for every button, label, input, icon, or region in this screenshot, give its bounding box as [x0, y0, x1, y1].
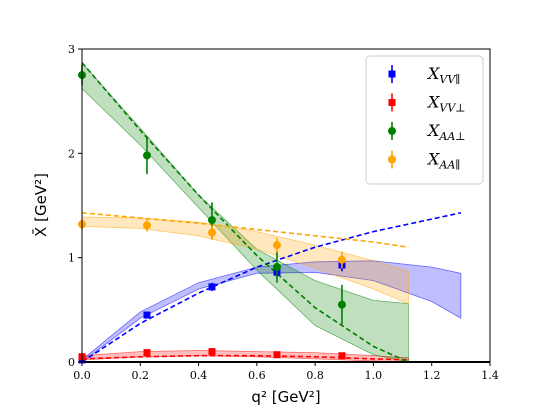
y-tick-label-0: 0 — [68, 356, 75, 369]
legend-label-3: XAA∥ — [426, 150, 460, 172]
legend: XVV∥ XVV⊥ XAA⊥ XAA∥ — [365, 55, 484, 185]
y-tick-label-1: 1 — [68, 252, 75, 265]
band-series-2 — [82, 61, 409, 362]
x-tick-label-3: 0.6 — [248, 369, 266, 382]
y-axis: 0 1 2 3 — [68, 43, 82, 369]
marker-series-3-point-3 — [272, 241, 281, 250]
legend-marker-2 — [388, 127, 396, 135]
x-tick-label-2: 0.4 — [190, 369, 208, 382]
x-tick-label-0: 0.0 — [73, 369, 91, 382]
marker-series-1-point-2 — [208, 348, 216, 356]
x-tick-label-4: 0.8 — [306, 369, 324, 382]
x-tick-label-1: 0.2 — [132, 369, 150, 382]
marker-series-2-point-3 — [272, 263, 281, 272]
plot-frame — [81, 48, 491, 363]
y-tick-label-2: 2 — [68, 147, 75, 160]
x-tick-label-7: 1.4 — [481, 369, 499, 382]
marker-series-1-point-3 — [273, 351, 281, 359]
marker-series-0-point-2 — [208, 283, 216, 291]
legend-label-0: XVV∥ — [426, 64, 460, 86]
fit-line-series-3 — [82, 212, 409, 248]
marker-series-2-point-2 — [207, 216, 216, 225]
legend-label-1: XVV⊥ — [426, 93, 466, 115]
marker-series-3-point-4 — [337, 255, 346, 264]
marker-series-0-point-1 — [143, 311, 151, 319]
fit-line-series-2 — [82, 62, 409, 362]
fit-line-series-1 — [82, 354, 409, 361]
legend-label-2: XAA⊥ — [426, 121, 466, 143]
x-tick-label-5: 1.0 — [365, 369, 383, 382]
marker-series-2-point-1 — [142, 151, 151, 160]
y-axis-label: X̄ [GeV²] — [31, 173, 50, 237]
x-axis: 0.0 0.2 0.4 0.6 0.8 1.0 1.2 1.4 — [73, 362, 499, 382]
marker-series-3-point-1 — [142, 221, 151, 230]
band-series-0 — [82, 260, 462, 362]
legend-marker-1 — [388, 99, 396, 106]
x-tick-label-6: 1.2 — [423, 369, 441, 382]
band-series-3 — [82, 216, 409, 305]
marker-series-1-point-1 — [143, 349, 151, 357]
marker-series-2-point-4 — [337, 300, 346, 309]
legend-frame — [365, 55, 484, 185]
marker-series-3-point-2 — [207, 228, 216, 237]
x-axis-label: q² [GeV²] — [251, 388, 320, 406]
legend-marker-0 — [388, 70, 396, 78]
marker-series-1-point-4 — [338, 352, 346, 360]
legend-marker-3 — [388, 155, 396, 164]
y-tick-label-3: 3 — [68, 43, 75, 56]
